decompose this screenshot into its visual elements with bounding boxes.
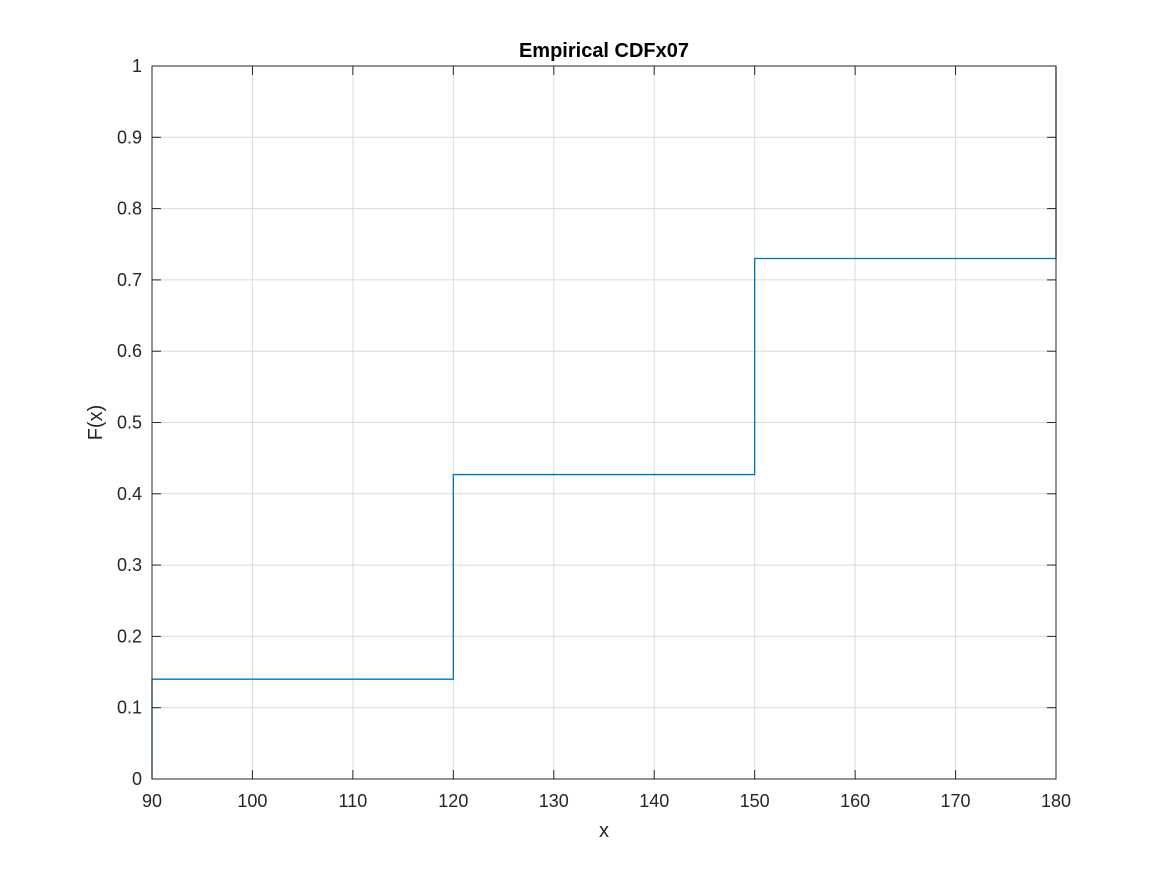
y-tick-labels: 0 0.1 0.2 0.3 0.4 0.5 0.6 0.7 0.8 0.9 1 xyxy=(117,56,142,789)
x-tick-label: 140 xyxy=(639,791,669,811)
y-tick-label: 0 xyxy=(132,769,142,789)
y-tick-label: 1 xyxy=(132,56,142,76)
y-tick-label: 0.2 xyxy=(117,626,142,646)
y-axis-label: F(x) xyxy=(85,405,107,441)
x-tick-labels: 90 100 110 120 130 140 150 160 170 180 xyxy=(142,791,1071,811)
y-tick-label: 0.3 xyxy=(117,555,142,575)
x-tick-label: 120 xyxy=(438,791,468,811)
x-tick-label: 100 xyxy=(237,791,267,811)
y-tick-label: 0.5 xyxy=(117,413,142,433)
cdf-step-line xyxy=(151,66,1057,779)
chart-title: Empirical CDFx07 xyxy=(519,40,689,62)
y-tick-label: 0.6 xyxy=(117,341,142,361)
series-layer xyxy=(151,66,1057,779)
x-tick-label: 150 xyxy=(740,791,770,811)
y-tick-label: 0.9 xyxy=(117,127,142,147)
x-axis-label: x xyxy=(599,820,609,842)
x-tick-label: 170 xyxy=(941,791,971,811)
y-tick-label: 0.1 xyxy=(117,698,142,718)
tick-marks xyxy=(151,65,1057,780)
y-tick-label: 0.7 xyxy=(117,270,142,290)
y-tick-label: 0.4 xyxy=(117,484,142,504)
plot-area: 90 100 110 120 130 140 150 160 170 180 0 0.1 0.2 0.3… xyxy=(117,56,1071,811)
x-tick-label: 180 xyxy=(1041,791,1071,811)
x-tick-label: 90 xyxy=(142,791,162,811)
x-tick-label: 110 xyxy=(339,791,368,811)
x-tick-label: 130 xyxy=(539,791,569,811)
x-tick-label: 160 xyxy=(840,791,870,811)
y-tick-label: 0.8 xyxy=(117,199,142,219)
